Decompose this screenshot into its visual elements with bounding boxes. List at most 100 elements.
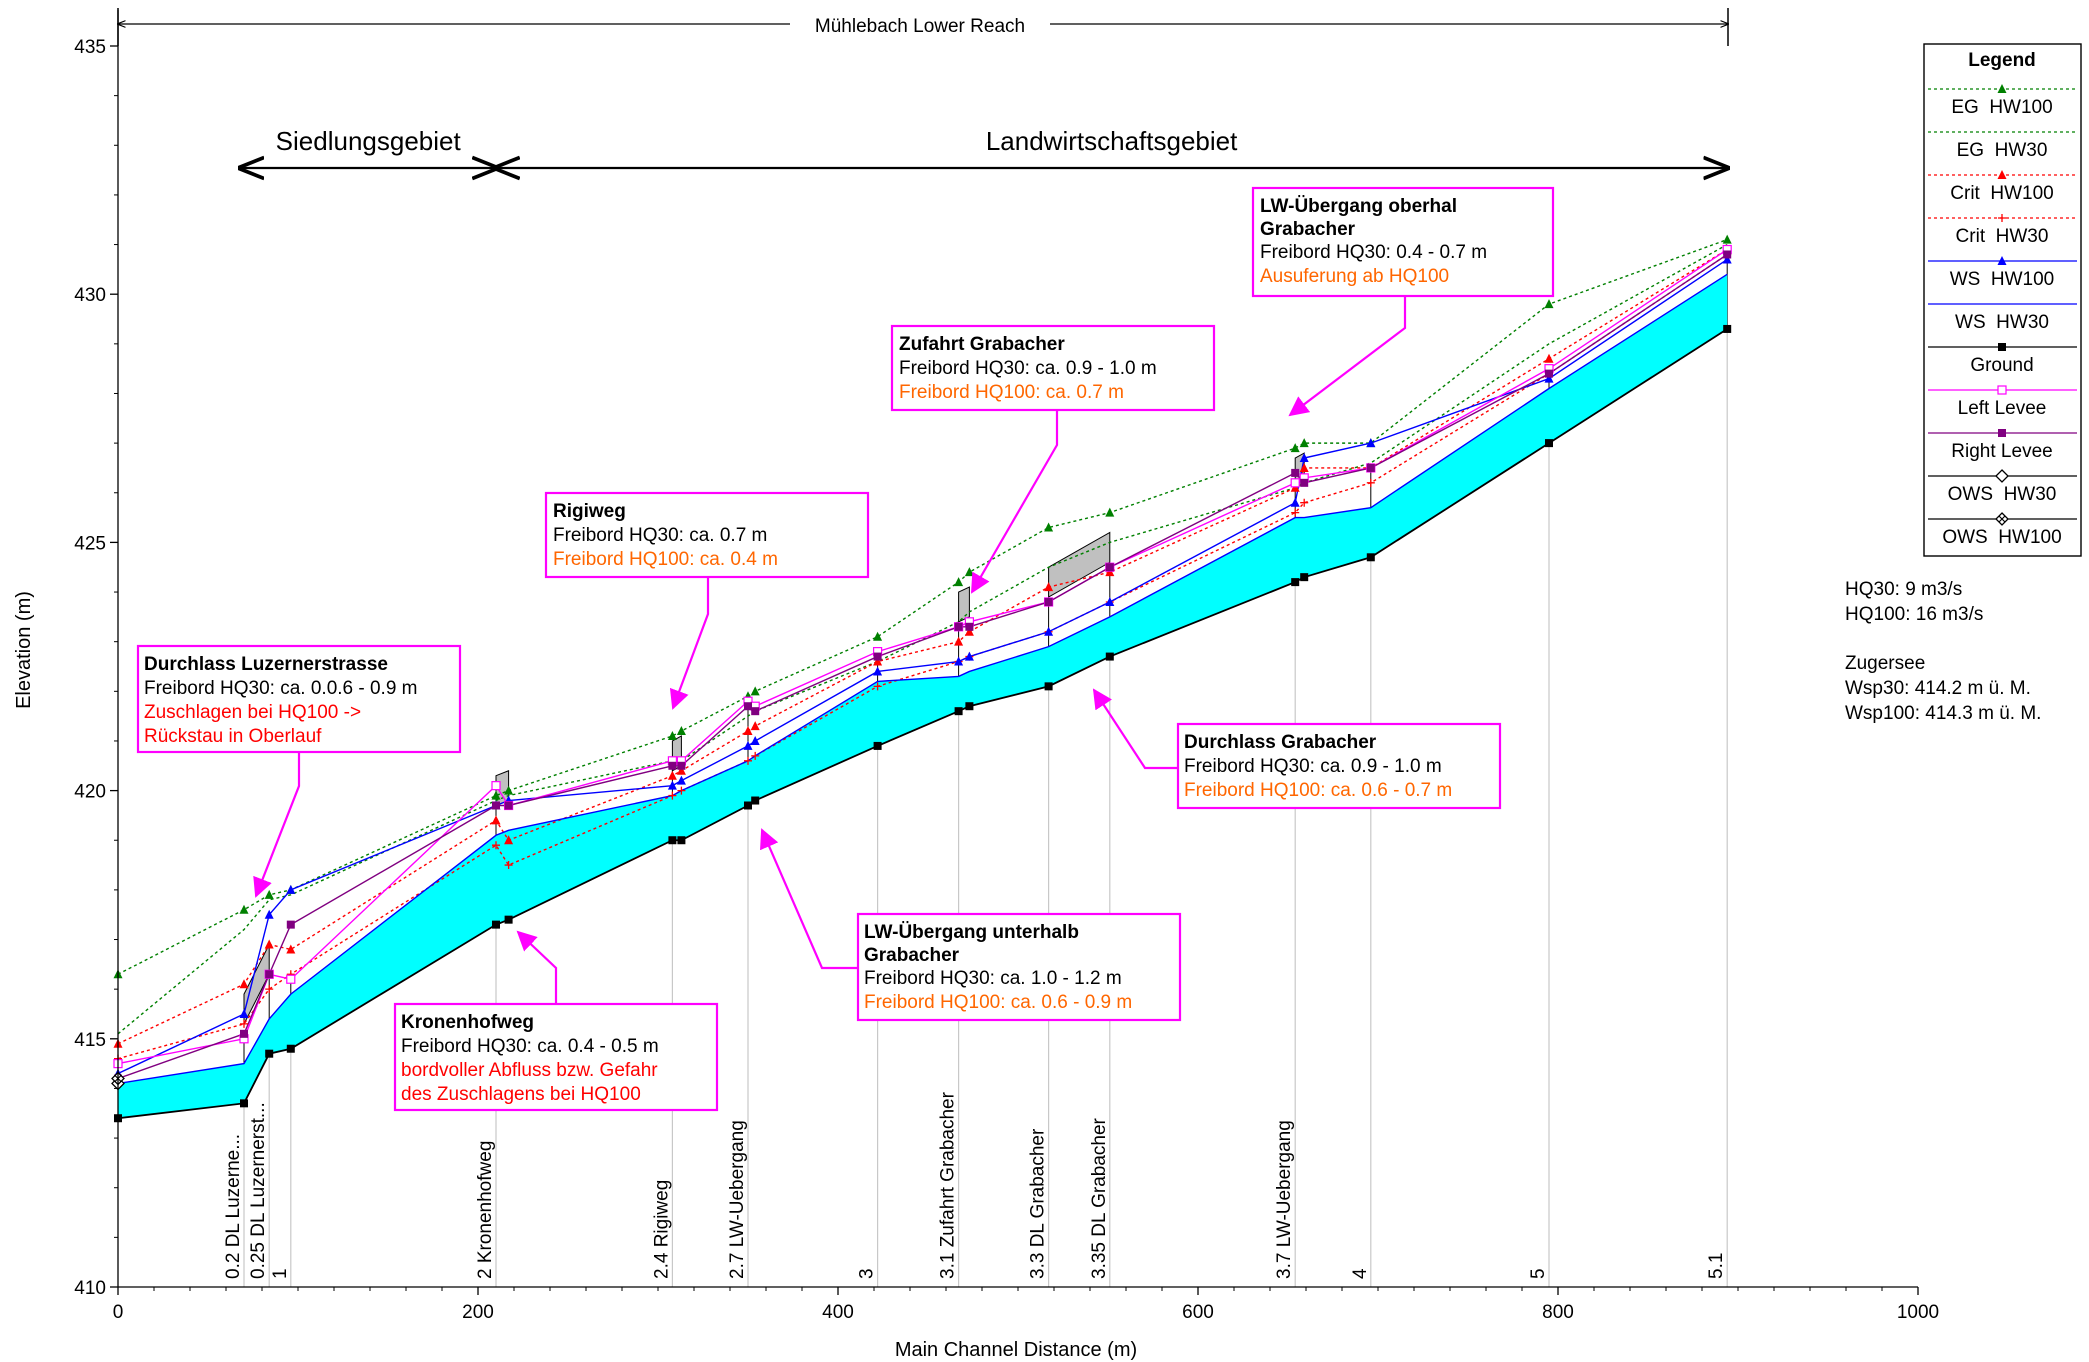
- legend-entry: WS HW100: [1928, 256, 2077, 290]
- series-marker: [677, 761, 686, 770]
- legend-label: WS HW30: [1955, 312, 2049, 333]
- callout-title: Durchlass Grabacher: [1184, 732, 1377, 753]
- callout-title-2: Grabacher: [864, 945, 960, 966]
- callout-line: bordvoller Abfluss bzw. Gefahr: [401, 1060, 658, 1081]
- legend-entry: EG HW100: [1928, 84, 2077, 118]
- series-marker: [264, 909, 274, 919]
- callout-title-2: Grabacher: [1260, 219, 1356, 240]
- callout-title: Rigiweg: [553, 501, 626, 522]
- legend-entry: Left Levee: [1928, 385, 2077, 419]
- series-marker: [1300, 498, 1309, 507]
- callout-line: Freibord HQ100: ca. 0.6 - 0.9 m: [864, 992, 1132, 1013]
- x-tick-label: 600: [1182, 1302, 1214, 1323]
- series-marker: [751, 707, 760, 716]
- series-marker: [265, 1049, 274, 1058]
- callout-lw-unterhalb: LW-Übergang unterhalb Grabacher Freibord…: [760, 828, 1182, 1022]
- series-marker: [264, 939, 274, 949]
- series-marker: [873, 656, 883, 666]
- legend-entries: EG HW100 EG HW30 Crit HW100 Crit HW30 WS HW1…: [1928, 84, 2077, 548]
- series-marker: [964, 567, 974, 577]
- series-marker: [873, 666, 883, 676]
- series-marker: [873, 631, 883, 641]
- callout-lw-oberhal: LW-Übergang oberhal Grabacher Freibord H…: [1251, 186, 1555, 417]
- series-marker: [1544, 299, 1554, 309]
- water-area: [118, 274, 1728, 1119]
- legend-label: OWS HW100: [1942, 527, 2061, 548]
- legend-label: Crit HW30: [1956, 226, 2049, 247]
- cross-section-labels: 0.2 DL Luzerne... 0.25 DL Luzernerst... 1 2…: [223, 1091, 1727, 1279]
- x-tick-label: 0: [113, 1302, 124, 1323]
- series-marker: [667, 770, 677, 780]
- callout-arrow: [1288, 296, 1407, 417]
- side-notes: HQ30: 9 m3/s HQ100: 16 m3/s Zugersee Wsp…: [1845, 579, 2041, 724]
- callout-arrow: [253, 752, 301, 898]
- callout-line: Zuschlagen bei HQ100 ->: [144, 702, 361, 723]
- y-tick-label: 430: [74, 285, 106, 306]
- series-marker: [1997, 256, 2007, 265]
- callout-line: Freibord HQ100: ca. 0.4 m: [553, 549, 778, 570]
- reach-header: Mühlebach Lower Reach: [118, 8, 1728, 46]
- series-marker: [954, 577, 964, 587]
- series-markers: [111, 234, 1732, 1123]
- series-marker: [265, 970, 274, 979]
- series-marker: [1291, 508, 1300, 517]
- series-marker: [954, 707, 963, 716]
- range-siedlung: Siedlungsgebiet: [240, 126, 496, 168]
- legend: Legend EG HW100 EG HW30 Crit HW100 Crit HW3…: [1923, 43, 2082, 557]
- x-axis-label: Main Channel Distance (m): [895, 1339, 1137, 1361]
- series-marker: [504, 801, 513, 810]
- series-marker: [1544, 373, 1554, 383]
- callout-line: Freibord HQ30: ca. 0.4 - 0.5 m: [401, 1036, 659, 1057]
- callout-line: Freibord HQ100: ca. 0.6 - 0.7 m: [1184, 780, 1452, 801]
- series-marker: [286, 1044, 295, 1053]
- series-line: [117, 258, 1728, 1075]
- legend-label: EG HW100: [1951, 97, 2052, 118]
- legend-entry: Ground: [1928, 343, 2077, 376]
- series-marker: [676, 765, 686, 775]
- series-marker: [743, 740, 753, 750]
- series-marker: [1995, 469, 2009, 483]
- note-wsp30: Wsp30: 414.2 m ü. M.: [1845, 678, 2031, 699]
- legend-title: Legend: [1968, 50, 2036, 71]
- series-marker: [1544, 353, 1554, 363]
- series-marker: [239, 1008, 249, 1018]
- series-marker: [954, 656, 964, 666]
- range-label-landwirtschaft: Landwirtschaftsgebiet: [986, 126, 1238, 156]
- series-marker: [1105, 507, 1115, 517]
- bridge-deck: [1048, 531, 1111, 598]
- series-marker: [286, 884, 296, 894]
- series-marker: [676, 775, 686, 785]
- callout-line: Freibord HQ30: ca. 0.9 - 1.0 m: [1184, 756, 1442, 777]
- series-marker: [1998, 429, 2006, 437]
- series-marker: [1105, 563, 1114, 572]
- series-marker: [1299, 462, 1309, 472]
- series-marker: [504, 861, 513, 870]
- callout-arrow: [669, 577, 710, 710]
- series-marker: [744, 801, 752, 810]
- callout-line: des Zuschlagens bei HQ100: [401, 1084, 641, 1105]
- series-marker: [492, 841, 500, 850]
- callout-line: Freibord HQ30: ca. 0.7 m: [553, 525, 767, 546]
- series-marker: [676, 726, 686, 736]
- series-marker: [750, 721, 760, 731]
- callout-arrow: [760, 828, 858, 970]
- y-tick-label: 420: [74, 782, 106, 803]
- series-marker: [1105, 652, 1114, 661]
- legend-label: WS HW100: [1950, 269, 2055, 290]
- callout-durchlass-grabacher: Durchlass Grabacher Freibord HQ30: ca. 0…: [1092, 688, 1502, 810]
- series-marker: [1291, 468, 1300, 477]
- y-tick-label: 425: [74, 533, 106, 554]
- callout-title: LW-Übergang unterhalb: [864, 922, 1079, 943]
- legend-label: Right Levee: [1951, 441, 2052, 462]
- series-marker: [504, 835, 514, 845]
- series-marker: [668, 791, 677, 800]
- series-marker: [504, 915, 513, 924]
- series-marker: [1291, 578, 1300, 587]
- series-marker: [873, 741, 882, 750]
- cross-section-label: 3.1 Zufahrt Grabacher: [938, 1091, 959, 1279]
- series-marker: [1290, 478, 1300, 488]
- series-marker: [873, 682, 882, 691]
- series-marker: [286, 920, 295, 929]
- cross-section-label: 1: [270, 1268, 291, 1279]
